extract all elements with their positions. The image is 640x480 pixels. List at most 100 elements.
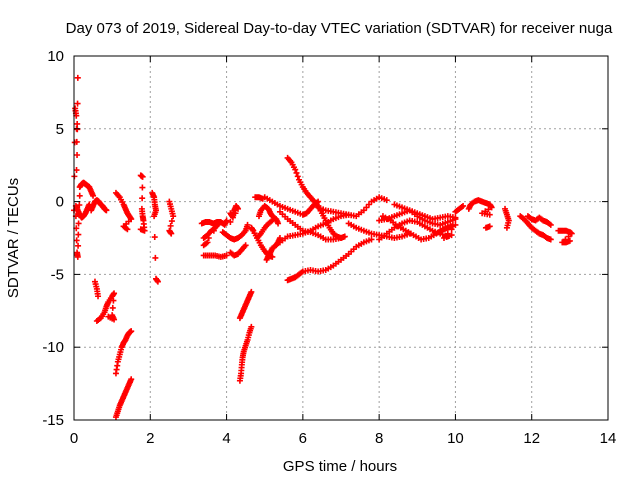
data-point — [232, 210, 239, 217]
data-point — [293, 169, 300, 176]
y-tick-label: 5 — [56, 121, 64, 138]
data-point — [74, 74, 81, 81]
data-point — [74, 100, 81, 107]
data-point — [338, 235, 344, 241]
data-point — [75, 231, 82, 238]
data-point — [95, 293, 102, 300]
data-point — [105, 313, 112, 320]
data-point — [154, 278, 161, 285]
data-point — [124, 226, 131, 233]
data-point — [111, 290, 118, 297]
data-point — [205, 235, 212, 241]
data-point — [485, 206, 492, 213]
data-point — [74, 120, 81, 127]
data-series-12 — [198, 217, 230, 228]
data-point — [168, 230, 175, 237]
data-point — [242, 242, 249, 249]
data-point — [167, 222, 174, 229]
data-series-5 — [93, 290, 118, 324]
data-point — [215, 220, 222, 227]
data-point — [547, 221, 554, 228]
data-series-6 — [112, 189, 135, 233]
data-series-35 — [391, 201, 459, 228]
data-point — [452, 221, 459, 228]
data-point — [460, 202, 467, 209]
data-point — [248, 323, 255, 330]
x-tick-labels: 0 2 4 6 8 10 12 14 — [70, 430, 617, 447]
y-axis-label: SDTVAR / TECUs — [5, 178, 22, 298]
data-point — [73, 167, 80, 174]
data-series-42 — [517, 213, 554, 243]
data-series-14 — [200, 252, 230, 260]
data-point — [110, 297, 117, 304]
data-point — [486, 211, 493, 218]
data-series-2 — [76, 179, 97, 199]
data-series-7 — [112, 328, 135, 377]
data-series-10 — [149, 189, 161, 285]
data-point — [139, 195, 146, 202]
data-series-19 — [236, 323, 255, 384]
data-point — [139, 184, 146, 191]
x-tick-label: 4 — [222, 430, 230, 447]
data-series-36 — [437, 221, 459, 241]
data-point — [152, 254, 159, 261]
x-tick-label: 6 — [299, 430, 307, 447]
data-point — [315, 198, 322, 205]
data-point — [168, 218, 175, 225]
data-series-16 — [227, 202, 242, 225]
data-point — [503, 224, 510, 231]
data-series-11 — [166, 198, 177, 237]
data-point — [227, 218, 234, 225]
y-tick-label: 10 — [47, 48, 64, 65]
data-point — [223, 217, 230, 224]
data-point — [341, 233, 348, 240]
axis-ticks — [73, 55, 609, 421]
data-point — [76, 192, 83, 199]
y-tick-label: -5 — [51, 266, 64, 283]
x-axis-label: GPS time / hours — [283, 458, 397, 475]
data-point — [568, 230, 575, 237]
data-point — [139, 173, 146, 180]
x-tick-label: 2 — [146, 430, 154, 447]
x-tick-label: 14 — [600, 430, 617, 447]
data-point — [488, 204, 495, 211]
data-series-31 — [345, 220, 413, 241]
plot-frame — [73, 55, 609, 421]
chart-title: Day 073 of 2019, Sidereal Day-to-day VTE… — [66, 20, 613, 37]
y-tick-label: -10 — [42, 339, 64, 356]
data-point — [73, 138, 80, 145]
data-point — [547, 236, 554, 243]
data-point — [235, 205, 242, 212]
data-series-22 — [254, 217, 276, 241]
data-series-43 — [555, 227, 575, 246]
data-point — [74, 253, 81, 260]
data-point — [448, 226, 455, 233]
data-point — [368, 236, 375, 243]
data-series-34 — [379, 213, 455, 243]
data-point — [229, 214, 236, 221]
data-point — [486, 223, 493, 230]
data-point — [294, 173, 301, 180]
x-tick-label: 12 — [523, 430, 540, 447]
data-series-4 — [91, 278, 102, 300]
data-point — [383, 197, 390, 204]
data-point — [269, 217, 276, 224]
data-series-38 — [465, 197, 495, 218]
data-series-41 — [524, 213, 554, 228]
data-series-1 — [72, 201, 93, 221]
data-series-21 — [255, 202, 282, 227]
data-point — [210, 227, 217, 234]
data-point — [151, 213, 158, 220]
data-point — [170, 213, 177, 220]
x-tick-label: 10 — [447, 430, 464, 447]
data-series-3 — [88, 197, 110, 214]
data-point — [128, 328, 135, 335]
data-series-37 — [452, 202, 467, 215]
data-series-9 — [137, 172, 148, 234]
data-series-29 — [261, 194, 322, 218]
data-point — [128, 376, 135, 383]
data-point — [452, 216, 459, 223]
data-series-25 — [284, 236, 375, 284]
data-points — [71, 74, 575, 421]
